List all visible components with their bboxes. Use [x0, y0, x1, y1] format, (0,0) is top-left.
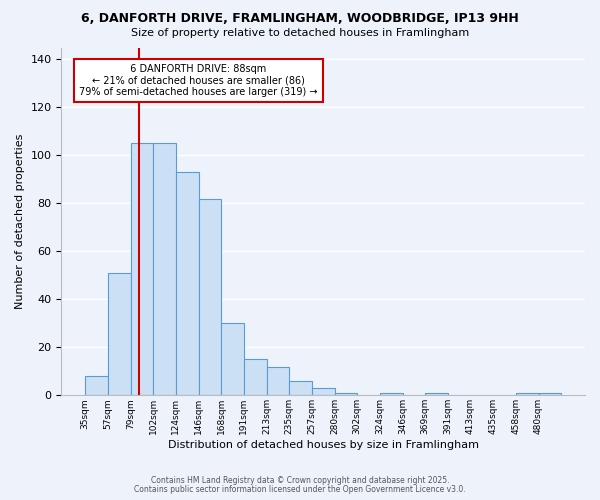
Text: Contains public sector information licensed under the Open Government Licence v3: Contains public sector information licen…	[134, 484, 466, 494]
Bar	[425, 393, 448, 396]
Y-axis label: Number of detached properties: Number of detached properties	[15, 134, 25, 309]
Text: 6, DANFORTH DRIVE, FRAMLINGHAM, WOODBRIDGE, IP13 9HH: 6, DANFORTH DRIVE, FRAMLINGHAM, WOODBRID…	[81, 12, 519, 26]
Bar	[199, 198, 221, 396]
Bar	[312, 388, 335, 396]
Bar	[176, 172, 199, 396]
Bar	[153, 144, 176, 396]
Bar	[244, 360, 266, 396]
Text: Size of property relative to detached houses in Framlingham: Size of property relative to detached ho…	[131, 28, 469, 38]
X-axis label: Distribution of detached houses by size in Framlingham: Distribution of detached houses by size …	[168, 440, 479, 450]
Bar	[380, 393, 403, 396]
Text: Contains HM Land Registry data © Crown copyright and database right 2025.: Contains HM Land Registry data © Crown c…	[151, 476, 449, 485]
Bar	[289, 381, 312, 396]
Bar	[131, 144, 153, 396]
Bar	[539, 393, 561, 396]
Text: 6 DANFORTH DRIVE: 88sqm  
← 21% of detached houses are smaller (86)
79% of semi-: 6 DANFORTH DRIVE: 88sqm ← 21% of detache…	[79, 64, 318, 98]
Bar	[221, 324, 244, 396]
Bar	[335, 393, 357, 396]
Bar	[108, 273, 131, 396]
Bar	[266, 366, 289, 396]
Bar	[85, 376, 108, 396]
Bar	[516, 393, 539, 396]
